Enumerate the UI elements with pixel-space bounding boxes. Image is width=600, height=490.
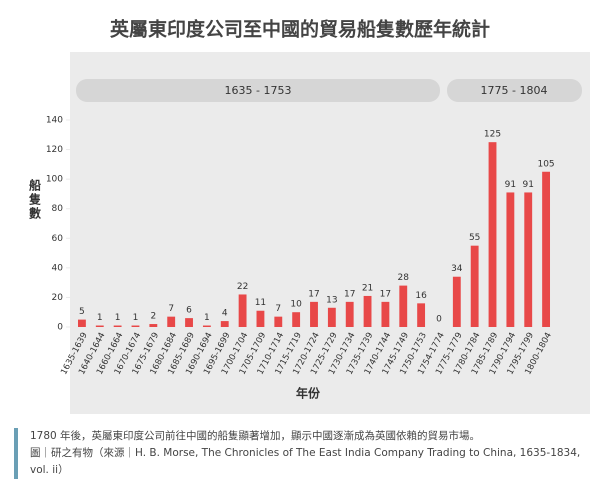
y-tick-label: 60 [52,234,64,244]
caption-line: 1780 年後，英屬東印度公司前往中國的船隻顯著增加，顯示中國逐漸成為英國依賴的… [30,430,481,442]
group-label: 1635 - 1753 [225,84,292,97]
value-label: 1 [115,313,121,323]
value-label: 105 [537,159,554,169]
value-label: 16 [415,291,427,301]
group-pill [76,79,440,102]
value-label: 22 [237,282,248,292]
value-label: 55 [469,233,480,243]
value-label: 0 [436,315,442,325]
value-label: 1 [133,313,139,323]
value-label: 4 [222,309,228,319]
bar [202,325,211,327]
value-label: 125 [484,130,501,140]
bar [399,285,408,327]
group-label: 1775 - 1804 [481,84,548,97]
value-label: 91 [505,180,516,190]
y-tick-label: 20 [52,293,64,303]
bar [345,301,354,327]
bar [77,319,86,327]
caption-line: 圖｜研之有物（來源｜H. B. Morse, The Chronicles of… [30,447,581,476]
value-label: 1 [204,313,210,323]
y-tick-label: 0 [57,323,63,333]
bar [149,324,158,327]
caption: 1780 年後，英屬東印度公司前往中國的船隻顯著增加，顯示中國逐漸成為英國依賴的… [14,428,600,479]
bar [363,295,372,327]
value-label: 91 [522,180,533,190]
bar [292,312,301,327]
bar [256,310,265,327]
chart: 英屬東印度公司至中國的貿易船隻數歷年統計 1635 - 1753 1775 - … [28,18,590,414]
y-tick-label: 100 [46,175,63,185]
bar [167,316,176,327]
chart-title: 英屬東印度公司至中國的貿易船隻數歷年統計 [110,18,490,41]
value-label: 11 [255,298,266,308]
bar [310,301,318,327]
bar [113,325,122,327]
bar [327,307,336,327]
value-label: 7 [275,304,281,314]
panel [70,52,590,414]
bar [185,318,193,327]
y-tick-label: 40 [52,263,64,273]
bar [506,192,515,327]
value-label: 1 [97,313,103,323]
bar [381,301,390,327]
value-label: 5 [79,307,85,317]
value-label: 10 [290,300,302,310]
value-label: 21 [362,283,373,293]
value-label: 17 [380,289,391,299]
value-label: 2 [150,312,156,322]
bar [95,325,104,327]
bar [542,171,551,327]
value-label: 6 [186,306,192,316]
bar [220,321,229,327]
bar [274,316,283,327]
y-tick-label: 120 [46,145,63,155]
value-label: 13 [326,295,337,305]
value-label: 17 [344,289,355,299]
bar [417,303,426,327]
bar [238,294,247,327]
bar [470,245,479,327]
bar [488,142,497,327]
value-label: 17 [308,289,319,299]
y-tick-label: 140 [46,116,63,126]
group-pill [447,79,582,102]
value-label: 7 [168,304,174,314]
bar [131,325,140,327]
bar [524,192,533,327]
y-axis-label: 船隻數 [28,178,42,221]
value-label: 28 [398,273,410,283]
value-label: 34 [451,264,463,274]
y-tick-label: 80 [52,204,64,214]
bar [452,276,461,327]
x-axis-label: 年份 [296,386,321,401]
